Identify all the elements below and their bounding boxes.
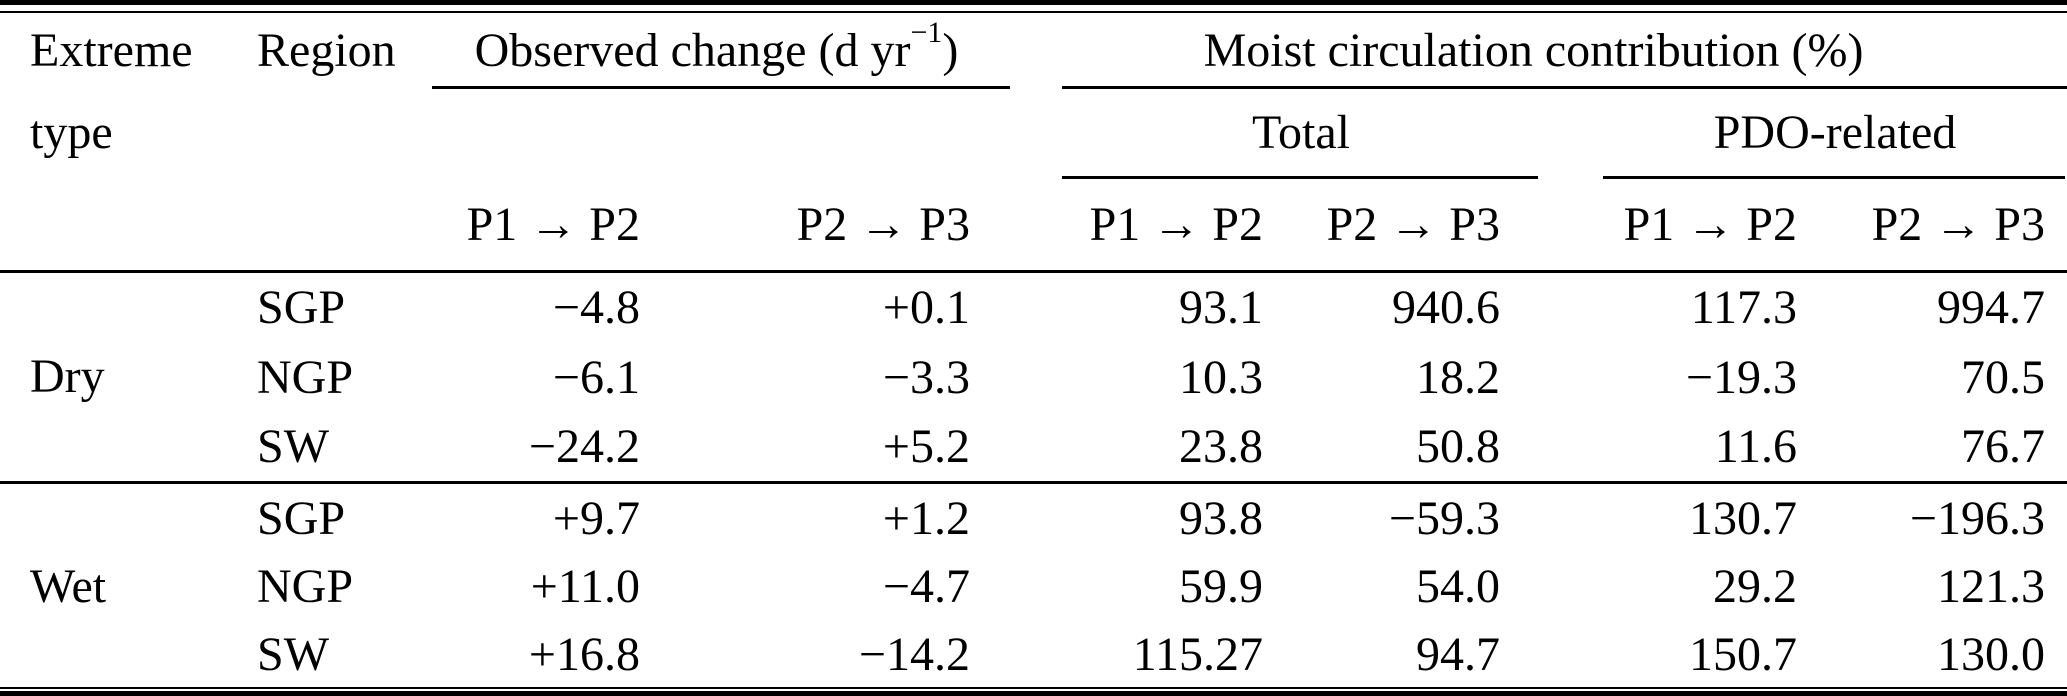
region-label: SW: [257, 627, 329, 681]
region-label: NGP: [257, 350, 354, 404]
value-cell: 121.3: [1937, 559, 2045, 613]
region-label: SGP: [257, 491, 346, 545]
header-group-observed-change: Observed change (d yr−1): [433, 0, 1000, 88]
value-cell: 29.2: [1713, 559, 1797, 613]
superscript-minus-one: −1: [910, 16, 943, 49]
value-cell: 18.2: [1416, 350, 1500, 404]
rule-header-body: [0, 270, 2067, 273]
value-cell: 23.8: [1179, 420, 1263, 473]
value-cell: 117.3: [1690, 280, 1797, 334]
rule-top-thin: [0, 11, 2067, 13]
header-group-moist-circulation: Moist circulation contribution (%): [1203, 24, 1864, 77]
value-cell: 115.27: [1132, 627, 1263, 681]
value-cell: −14.2: [858, 627, 970, 681]
value-cell: 994.7: [1937, 280, 2045, 334]
header-extreme-line2: type: [30, 106, 113, 159]
value-cell: −4.8: [552, 280, 640, 334]
observed-change-label: Observed change (d yr−1): [474, 16, 959, 78]
value-cell: −3.3: [882, 350, 970, 404]
value-cell: +5.2: [882, 420, 970, 473]
header-total-p1-p2: P1 → P2: [1089, 198, 1263, 251]
value-cell: +16.8: [528, 627, 640, 681]
rule-top-thick: [0, 0, 2067, 5]
value-cell: −4.7: [882, 559, 970, 613]
value-cell: 93.1: [1179, 280, 1263, 334]
value-cell: 130.0: [1937, 627, 2045, 681]
rule-bottom-thick: [0, 691, 2067, 696]
region-label: NGP: [257, 559, 354, 613]
value-cell: +1.2: [882, 491, 970, 545]
value-cell: −6.1: [552, 350, 640, 404]
value-cell: −59.3: [1388, 491, 1500, 545]
header-subgroup-pdo-related: PDO-related: [1713, 106, 1957, 159]
rule-observed-group-underline: [432, 86, 1010, 89]
row-group-label-wet: Wet: [30, 559, 107, 613]
value-cell: −19.3: [1685, 350, 1797, 404]
header-extreme-line1: Extreme: [30, 24, 193, 77]
value-cell: −24.2: [528, 420, 640, 473]
value-cell: +0.1: [882, 280, 970, 334]
region-label: SW: [257, 420, 329, 473]
value-cell: +11.0: [530, 559, 640, 613]
value-cell: 54.0: [1416, 559, 1500, 613]
rule-moist-group-underline: [1062, 86, 2067, 89]
value-cell: 50.8: [1416, 420, 1500, 473]
value-cell: 150.7: [1689, 627, 1797, 681]
header-total-p2-p3: P2 → P3: [1326, 198, 1500, 251]
header-pdo-p1-p2: P1 → P2: [1623, 198, 1797, 251]
value-cell: 76.7: [1961, 420, 2045, 473]
value-cell: +9.7: [552, 491, 640, 545]
rule-bottom-thin: [0, 687, 2067, 689]
region-label: SGP: [257, 280, 346, 334]
rule-dry-wet: [0, 481, 2067, 484]
header-observed-p2-p3: P2 → P3: [796, 198, 970, 251]
value-cell: 93.8: [1179, 491, 1263, 545]
rule-pdo-underline: [1603, 176, 2065, 179]
header-subgroup-total: Total: [1252, 106, 1350, 159]
value-cell: 94.7: [1416, 627, 1500, 681]
row-group-label-dry: Dry: [30, 350, 105, 403]
header-pdo-p2-p3: P2 → P3: [1871, 198, 2045, 251]
value-cell: 940.6: [1392, 280, 1500, 334]
header-region: Region: [257, 24, 396, 77]
value-cell: 130.7: [1689, 491, 1797, 545]
value-cell: 10.3: [1179, 350, 1263, 404]
value-cell: −196.3: [1909, 491, 2045, 545]
header-observed-p1-p2: P1 → P2: [466, 198, 640, 251]
value-cell: 59.9: [1179, 559, 1263, 613]
rule-total-underline: [1062, 176, 1538, 179]
value-cell: 70.5: [1961, 350, 2045, 404]
value-cell: 11.6: [1714, 420, 1797, 473]
